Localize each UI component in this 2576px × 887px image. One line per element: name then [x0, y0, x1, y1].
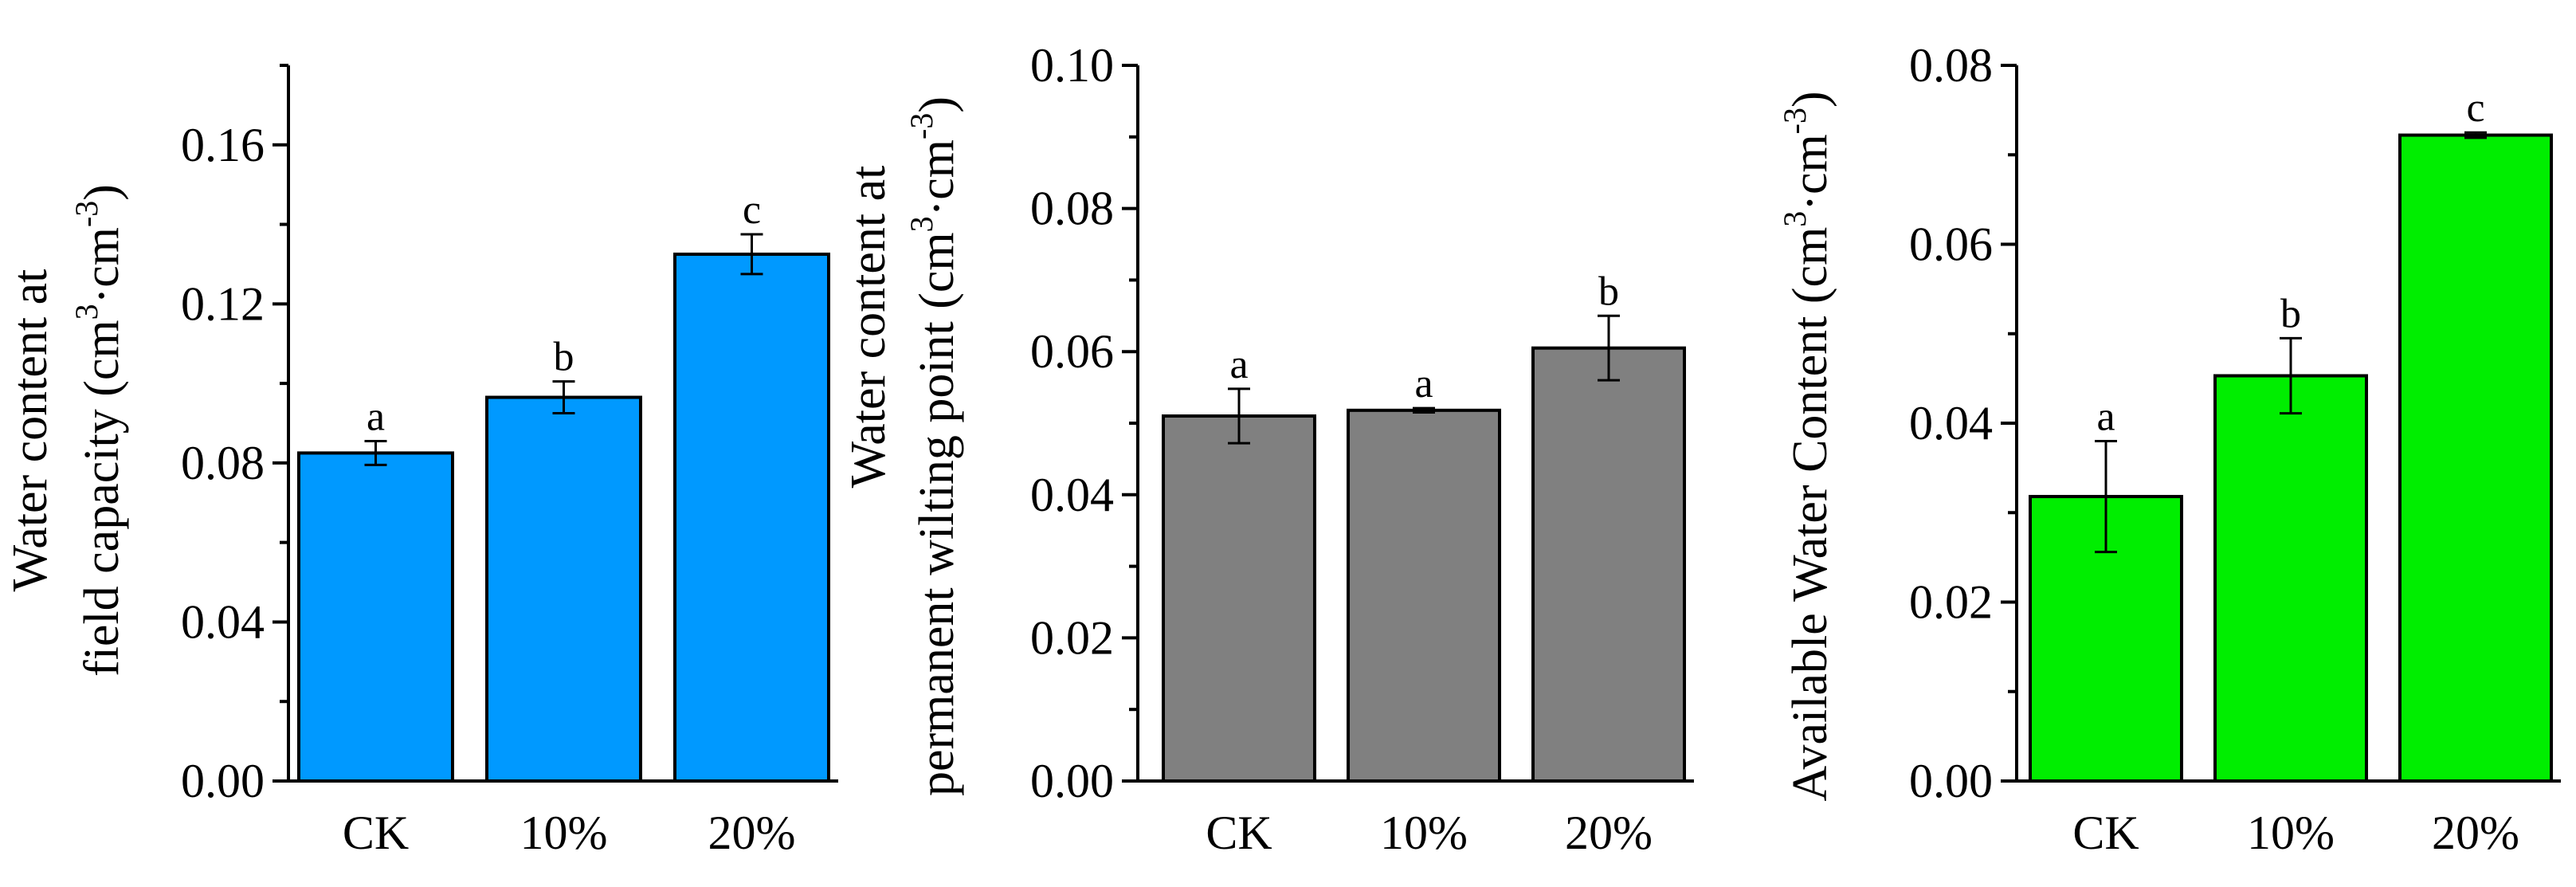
- x-tick-label: CK: [343, 807, 409, 859]
- y-tick-label: 0.06: [1030, 325, 1114, 378]
- y-tick-label: 0.08: [181, 437, 265, 489]
- x-tick-label: 20%: [2432, 807, 2519, 859]
- significance-letter: a: [1229, 342, 1248, 387]
- y-tick-label: 0.00: [1909, 755, 1993, 807]
- significance-letter: a: [367, 394, 385, 439]
- panel-available-water: Available Water Content (cm3·cm-3) 0.00 0…: [1777, 39, 2561, 859]
- y-tick-label: 0.04: [181, 595, 265, 648]
- y-tick-label: 0.02: [1909, 576, 1993, 629]
- y-tick-label: 0.10: [1030, 39, 1114, 92]
- y-axis-title-line1: Water content at: [3, 269, 57, 592]
- significance-letter: b: [1598, 269, 1619, 314]
- bar-10%: [2213, 374, 2368, 783]
- x-tick-label: CK: [1206, 807, 1272, 859]
- y-tick-label: 0.00: [181, 755, 265, 807]
- y-axis-title: Available Water Content (cm3·cm-3): [1777, 91, 1837, 801]
- y-tick-label: 0.04: [1030, 469, 1114, 521]
- significance-letter: c: [743, 187, 761, 233]
- bar-10%: [1347, 408, 1501, 783]
- y-axis-title-line2: field capacity (cm3·cm-3): [69, 184, 129, 677]
- x-tick-label: CK: [2072, 807, 2139, 859]
- significance-letter: b: [554, 335, 574, 380]
- bar-20%: [2398, 133, 2553, 783]
- y-axis-title-line1: Water content at: [841, 166, 896, 489]
- x-tick-label: 20%: [708, 807, 796, 859]
- panel-wilting-point: Water content at permanent wilting point…: [841, 39, 1694, 859]
- bar-10%: [485, 395, 642, 783]
- y-tick-label: 0.08: [1909, 39, 1993, 92]
- bar-CK: [1162, 414, 1316, 783]
- y-tick-label: 0.08: [1030, 183, 1114, 235]
- significance-letter: b: [2280, 291, 2301, 336]
- bar-CK: [297, 451, 454, 783]
- x-tick-label: 10%: [520, 807, 608, 859]
- y-tick-label: 0.06: [1909, 218, 1993, 271]
- x-tick-label: 10%: [2247, 807, 2335, 859]
- y-axis-title-line2: permanent wilting point (cm3·cm-3): [904, 96, 964, 796]
- bar-20%: [673, 252, 830, 783]
- x-tick-label: 10%: [1380, 807, 1468, 859]
- y-tick-label: 0.02: [1030, 611, 1114, 664]
- x-tick-label: 20%: [1565, 807, 1653, 859]
- y-tick-label: 0.00: [1030, 755, 1114, 807]
- bar-20%: [1531, 346, 1686, 783]
- y-tick-label: 0.12: [181, 277, 265, 330]
- y-tick-label: 0.04: [1909, 397, 1993, 449]
- panel-field-capacity: Water content at field capacity (cm3·cm-…: [3, 64, 838, 859]
- y-tick-label: 0.16: [181, 119, 265, 171]
- significance-letter: a: [2096, 394, 2115, 439]
- significance-letter: c: [2466, 85, 2484, 131]
- significance-letter: a: [1414, 361, 1433, 406]
